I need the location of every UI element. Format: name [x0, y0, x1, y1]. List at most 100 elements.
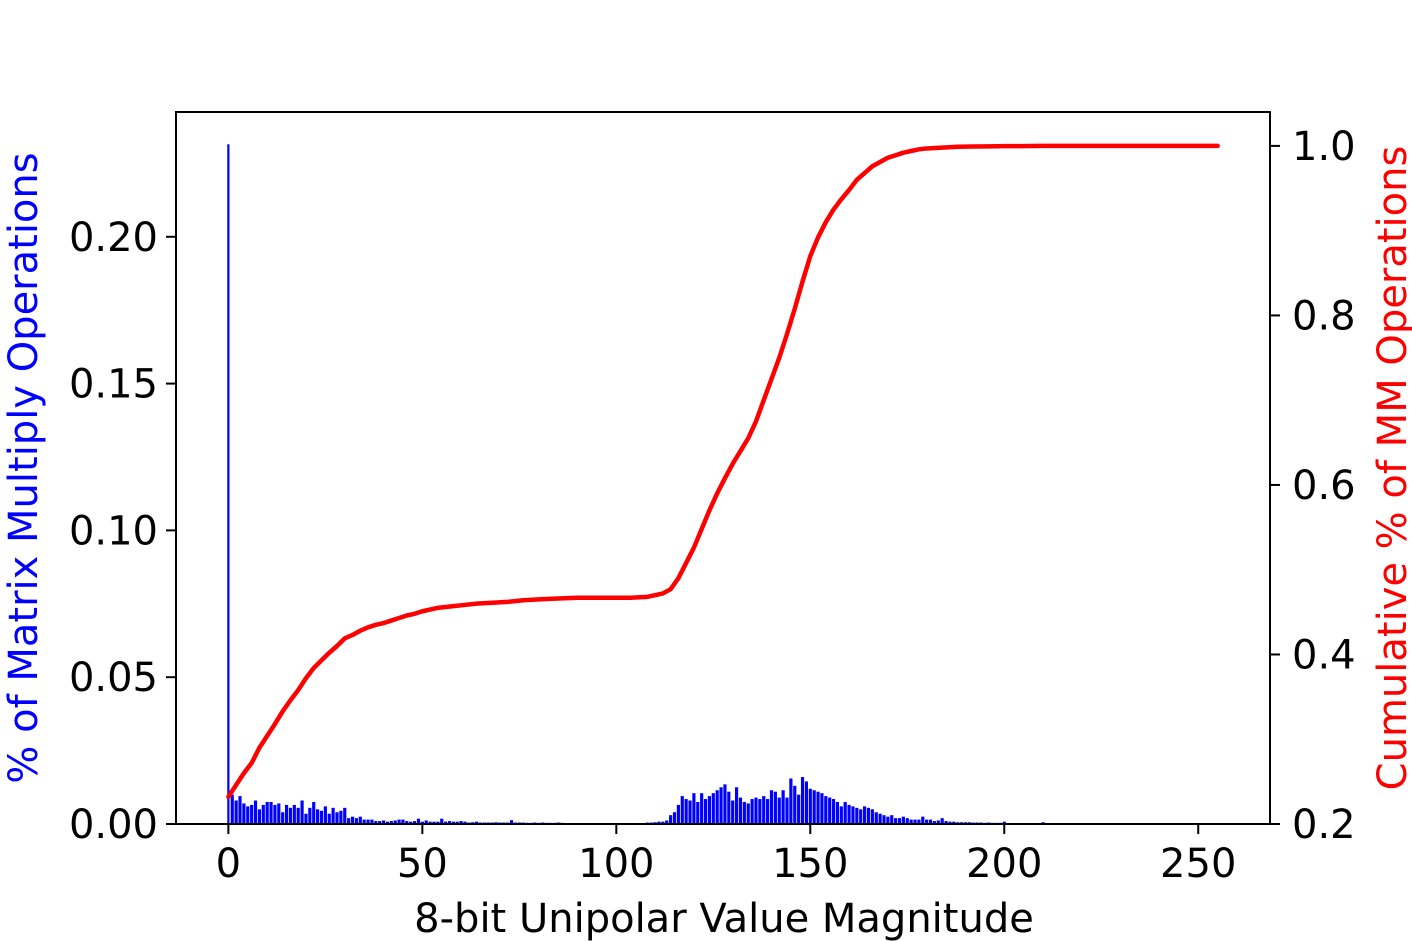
y2-tick-label: 0.6: [1292, 463, 1356, 509]
histogram-bar: [789, 778, 793, 824]
histogram-bar: [793, 785, 797, 824]
x-tick-label: 150: [772, 841, 848, 887]
histogram-bar: [707, 796, 712, 824]
histogram-bar: [455, 821, 459, 824]
histogram-bar: [777, 797, 781, 824]
y-axis-label: % of Matrix Multiply Operations: [1, 152, 47, 783]
histogram-bar: [253, 800, 258, 824]
histogram-bar: [851, 806, 855, 824]
histogram-bar: [742, 801, 746, 824]
histogram-bar: [389, 821, 393, 824]
histogram-bar: [897, 818, 902, 824]
y2-axis-ticks: 0.2 0.4 0.6 0.8 1.0: [1270, 124, 1356, 848]
histogram-bar: [339, 810, 343, 824]
histogram-bar: [319, 810, 324, 824]
histogram-bar: [948, 821, 952, 824]
histogram-bar: [370, 819, 374, 824]
histogram-bar: [257, 809, 261, 824]
histogram-bar: [711, 793, 715, 824]
histogram-bar: [661, 821, 665, 824]
histogram-bar: [385, 821, 390, 824]
histogram-bar: [405, 821, 409, 824]
y2-axis-label: Cumulative % of MM Operations: [1370, 146, 1412, 791]
histogram-bar: [475, 821, 479, 824]
histogram-bar: [335, 812, 339, 824]
histogram-bar: [680, 796, 684, 824]
histogram-bar: [238, 796, 242, 824]
histogram-bar: [300, 800, 304, 824]
y-tick-label: 0.10: [69, 508, 158, 554]
histogram-bar: [843, 801, 847, 824]
histogram-bar: [296, 807, 300, 824]
histogram-bar: [463, 821, 467, 824]
histogram-bar: [700, 793, 704, 824]
histogram-bar: [343, 807, 347, 824]
histogram-bar: [820, 793, 824, 824]
histogram-bar: [447, 821, 452, 824]
histogram-bar: [882, 815, 886, 824]
histogram-bar: [750, 799, 754, 824]
histogram-bar: [230, 794, 234, 824]
histogram-bar: [812, 790, 816, 824]
histogram-bar: [436, 821, 440, 824]
y-tick-label: 0.05: [69, 655, 158, 701]
histogram-bar: [416, 818, 421, 824]
histogram-bar: [312, 801, 316, 824]
histogram-bar: [719, 787, 723, 824]
histogram-bar: [688, 800, 692, 824]
histogram-bar: [432, 821, 436, 824]
histogram-bar: [665, 820, 669, 824]
histogram-bar: [855, 807, 859, 824]
y-axis-ticks: 0.00 0.05 0.10 0.15 0.20: [69, 215, 176, 848]
y2-tick-label: 0.8: [1292, 293, 1356, 339]
histogram-bar: [921, 816, 925, 824]
x-tick-label: 0: [216, 841, 241, 887]
histogram-bar: [362, 819, 366, 824]
histogram-bar: [723, 784, 727, 824]
histogram-bar: [358, 816, 362, 824]
histogram-bar: [331, 807, 335, 824]
histogram-bar: [781, 790, 785, 824]
histogram-bar: [397, 819, 401, 824]
histogram-bar: [928, 819, 933, 824]
histogram-bar: [940, 818, 944, 824]
histogram-bar: [824, 796, 828, 824]
histogram-bar: [874, 812, 878, 824]
y2-tick-label: 1.0: [1292, 124, 1356, 170]
x-axis-label: 8-bit Unipolar Value Magnitude: [414, 896, 1034, 941]
histogram-bar: [428, 821, 432, 824]
histogram-bar: [347, 818, 351, 824]
histogram-bar: [754, 797, 758, 824]
histogram-bar: [459, 821, 463, 824]
histogram-bar: [378, 821, 382, 824]
histogram-bar: [800, 777, 805, 824]
histogram-bar: [831, 799, 836, 824]
histogram-bar: [381, 820, 386, 824]
y-tick-label: 0.00: [69, 802, 158, 848]
histogram-bar: [265, 801, 269, 824]
histogram-bar: [284, 804, 289, 824]
histogram-bar: [444, 821, 448, 824]
histogram-bar: [509, 820, 514, 824]
histogram-bar: [327, 813, 331, 824]
histogram-bar: [932, 821, 937, 824]
histogram-bar: [878, 813, 882, 824]
histogram-bar: [1002, 821, 1006, 824]
histogram-bar: [288, 807, 293, 824]
histogram-bar: [242, 803, 246, 824]
histogram-bar: [758, 799, 762, 824]
histogram-bar: [870, 809, 874, 824]
histogram-bar: [917, 819, 921, 824]
histogram-bar: [769, 790, 774, 824]
histogram-bar: [866, 807, 871, 824]
histogram-bar: [944, 821, 948, 824]
histogram-bar: [886, 816, 890, 824]
histogram-bar: [246, 806, 250, 824]
histogram-bar: [859, 809, 863, 824]
histogram-bar: [746, 803, 750, 824]
histogram-bar: [804, 781, 808, 824]
histogram-bar: [308, 807, 312, 824]
histogram-bar: [374, 821, 378, 824]
